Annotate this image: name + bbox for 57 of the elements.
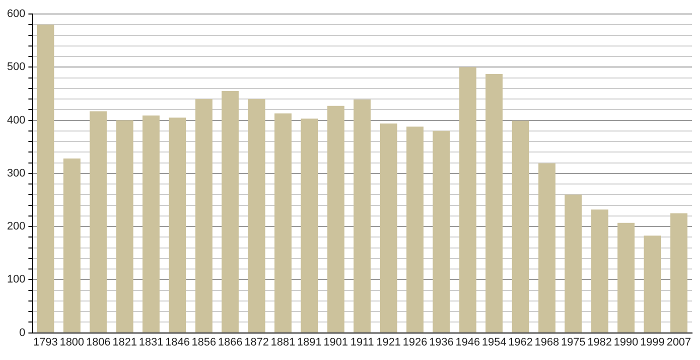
bar [432,130,450,332]
x-tick-label: 1936 [429,336,454,348]
x-tick-label: 1793 [33,336,58,348]
x-tick-label: 1846 [165,336,190,348]
y-tick-label: 100 [6,274,26,286]
bar [116,120,134,332]
bar [591,210,608,332]
x-tick-label: 1990 [614,336,638,348]
bar [512,120,530,332]
x-tick-label: 1962 [508,336,533,348]
x-tick-label: 1911 [350,336,374,348]
bar [300,118,318,332]
x-tick-label: 1821 [112,336,137,348]
bar [354,100,371,332]
bar [248,99,266,332]
x-tick-label: 1800 [60,336,84,348]
y-tick-label: 500 [6,61,26,74]
x-tick-label: 2007 [666,336,692,348]
y-tick-label: 600 [6,8,26,20]
x-tick-label: 1975 [561,336,586,348]
y-tick-label: 400 [6,114,26,126]
x-tick-label: 1982 [587,336,612,348]
bar [670,213,688,332]
bar [36,24,54,332]
x-tick-label: 1946 [455,336,480,348]
bar [90,111,107,332]
x-tick-label: 1866 [218,336,242,348]
bar [222,91,239,332]
bar [142,115,160,332]
bar [63,158,81,332]
bar [459,67,476,332]
x-tick-label: 1872 [244,336,269,348]
bar [538,163,556,332]
x-tick-label: 1954 [482,336,506,348]
bar [195,99,212,332]
bar [327,106,344,332]
x-tick-label: 1856 [192,336,216,348]
x-tick-label: 1926 [402,336,428,348]
y-tick-label: 300 [6,167,26,180]
x-tick-label: 1901 [324,336,348,348]
x-tick-label: 1921 [376,336,401,348]
x-tick-label: 1968 [534,336,560,348]
x-tick-label: 1806 [86,336,111,348]
x-tick-label: 1881 [270,336,296,348]
bar [617,222,635,332]
x-tick-label: 1891 [297,336,322,348]
bar [406,126,424,332]
bar [486,74,503,332]
y-tick-label: 200 [6,220,26,233]
bar [380,123,398,332]
x-tick-label: 1999 [640,336,665,348]
bar [564,194,582,332]
y-tick-label: 0 [19,326,26,339]
x-tick-label: 1831 [138,336,164,348]
bar [274,113,292,332]
bar [168,118,186,332]
bar [644,236,661,332]
